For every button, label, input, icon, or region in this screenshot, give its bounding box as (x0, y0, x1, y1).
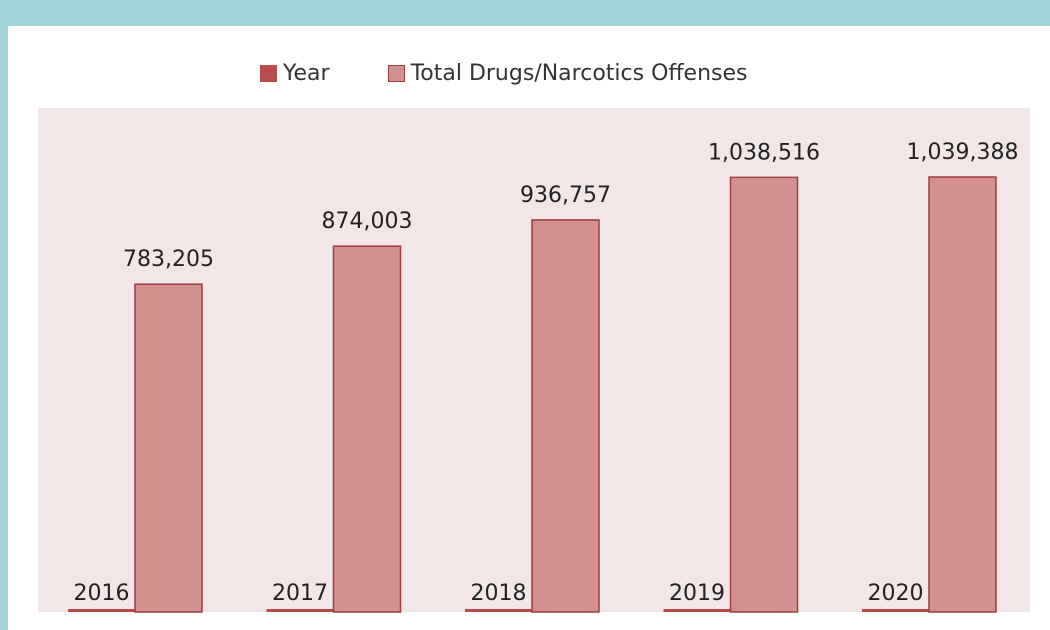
total-bar-2017 (332, 245, 402, 613)
legend-swatch-year (260, 64, 277, 82)
total-bar-2018 (531, 219, 600, 613)
total-bar-2016 (134, 283, 203, 613)
year-label-2017: 2017 (272, 581, 328, 606)
total-label-2020: 1,039,388 (907, 140, 1019, 165)
year-bar-2017 (266, 609, 334, 612)
total-label-2016: 783,205 (123, 247, 214, 272)
year-label-2018: 2018 (471, 581, 527, 606)
year-label-2016: 2016 (74, 581, 130, 606)
total-bar-2019 (729, 176, 799, 613)
chart-legend: Year Total Drugs/Narcotics Offenses (260, 58, 747, 88)
year-label-2019: 2019 (669, 581, 725, 606)
year-bar-2016 (68, 609, 135, 612)
year-label-2020: 2020 (868, 581, 924, 606)
year-bar-2020 (862, 609, 929, 612)
total-label-2019: 1,038,516 (708, 140, 820, 165)
year-bar-2019 (663, 609, 731, 612)
legend-item-total: Total Drugs/Narcotics Offenses (387, 60, 748, 86)
year-bar-2018 (465, 609, 532, 612)
total-label-2018: 936,757 (520, 183, 611, 208)
legend-item-year: Year (260, 61, 330, 86)
total-bar-2020 (928, 176, 997, 613)
legend-label-total: Total Drugs/Narcotics Offenses (410, 60, 748, 86)
legend-label-year: Year (283, 60, 330, 86)
legend-swatch-total (387, 64, 405, 82)
total-label-2017: 874,003 (322, 209, 413, 234)
